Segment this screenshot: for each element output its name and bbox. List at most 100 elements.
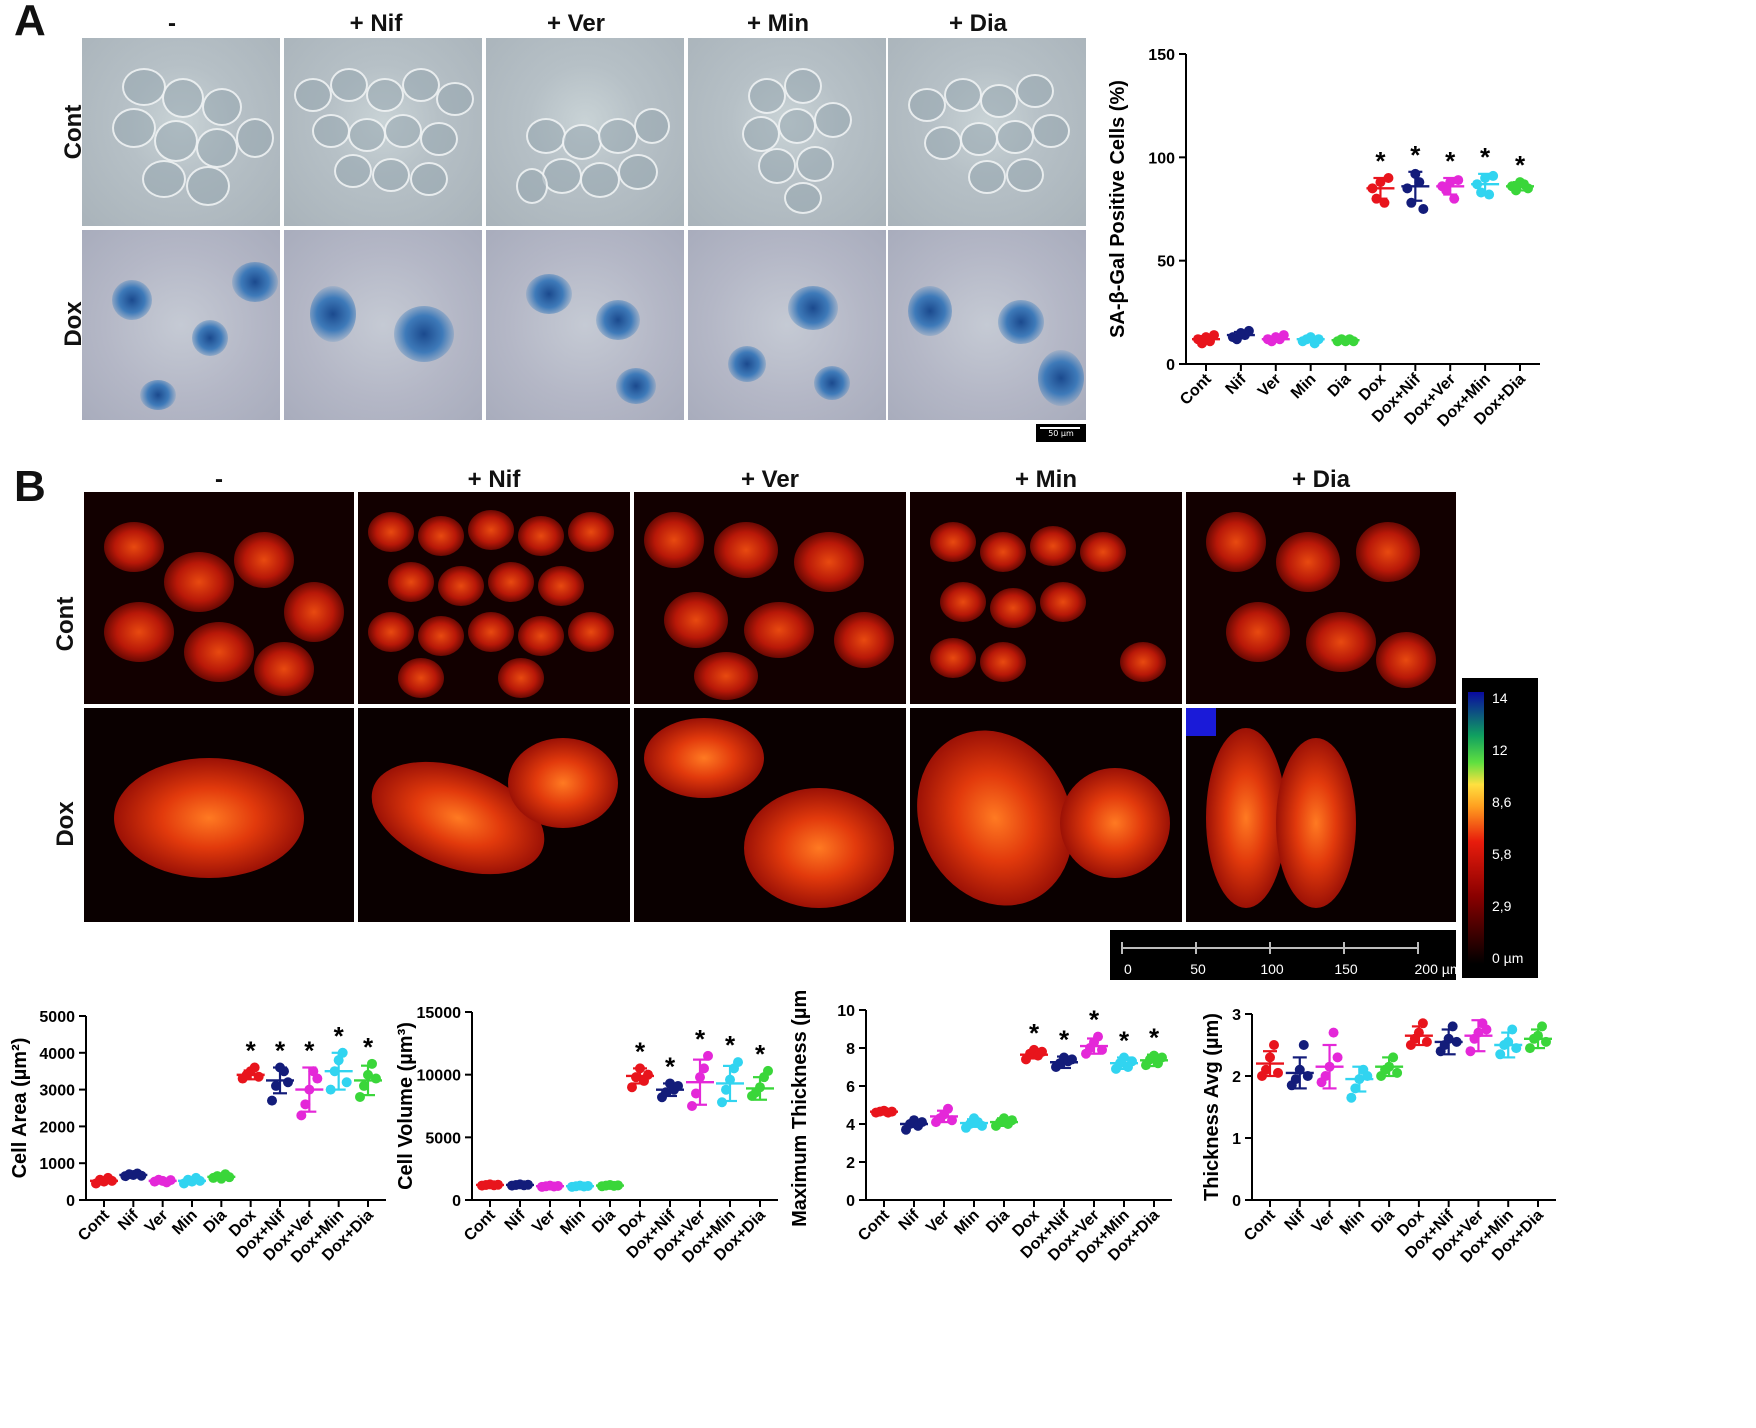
y-axis-label: Maximum Thickness (µm) [789,990,811,1227]
thickness-map-dox-ver [634,708,906,922]
data-point [1541,1036,1551,1047]
y-axis-label: Cell Volume (µm³) [395,1022,417,1190]
data-point [337,1047,348,1058]
significance-mark: * [1375,146,1386,176]
y-tick-label: 2000 [39,1119,75,1136]
x-tick-label: Dia [589,1207,619,1237]
significance-mark: * [1119,1026,1130,1056]
significance-mark: * [363,1032,374,1062]
panel-b-letter: B [14,462,46,511]
data-point [1495,1049,1506,1060]
x-tick-label: Nif [1282,1206,1310,1234]
x-tick-label: Dia [1368,1207,1398,1237]
x-tick-label: Ver [923,1207,953,1237]
data-point [1443,1033,1454,1044]
data-point [1278,330,1289,341]
x-tick-label: Ver [529,1207,559,1237]
y-tick-label: 0 [452,1193,461,1210]
data-point [1367,183,1378,194]
data-point [643,1069,653,1080]
y-tick-label: 5000 [39,1009,75,1026]
scale-bar-background [1110,930,1456,980]
data-point [107,1175,117,1186]
data-point [947,1115,957,1126]
data-point [687,1101,697,1111]
panel-b-col-label: + Min [1014,466,1077,493]
data-point [673,1080,683,1091]
thickness-map-scale-bar: 0 50 100 150 200 µm [1110,930,1456,980]
brightfield-image-dox-min [688,230,886,420]
y-tick-label: 3000 [39,1083,75,1100]
data-point [1511,1043,1522,1054]
y-tick-label: 150 [1148,47,1175,64]
data-point [1473,1027,1484,1038]
panel-b-col-label: - [215,466,223,493]
data-point [695,1072,705,1083]
data-point [1465,1046,1476,1057]
data-point [1441,185,1452,196]
data-point [1503,1036,1514,1047]
data-point [1294,1064,1305,1075]
colorbar-tick-label: 12 [1492,742,1508,758]
data-point [267,1095,277,1106]
colorbar-tick-label: 8,6 [1492,794,1512,810]
significance-mark: * [1059,1025,1070,1055]
colorbar-tick-label: 14 [1492,690,1508,706]
data-point [1348,336,1359,347]
data-point [661,1087,671,1098]
data-point [283,1077,293,1088]
data-point [755,1082,765,1093]
data-point [271,1080,281,1091]
data-point [1261,1064,1271,1075]
data-point [1406,197,1417,208]
panel-b-row-label: Dox [52,801,79,847]
chart-sa-gal: 0 50 100 150 SA-β-Gal Positive Cells (%) Cont… [1107,47,1540,430]
brightfield-image-dox-nif [284,230,482,420]
significance-mark: * [304,1036,315,1066]
data-point [1523,183,1533,194]
x-tick-label: Dia [1325,371,1355,401]
y-tick-label: 100 [1148,150,1175,167]
significance-mark: * [755,1039,766,1069]
data-point [1451,1036,1462,1047]
y-tick-label: 2 [1232,1069,1241,1086]
data-point [1067,1054,1077,1065]
x-tick-label: Min [1337,1207,1368,1238]
thickness-map-cont [84,492,354,704]
x-tick-label: Min [1288,371,1319,402]
thickness-map-cont-dia [1186,492,1456,704]
y-tick-label: 3 [1232,1007,1241,1024]
data-point [1525,1043,1535,1054]
data-point [1384,1061,1395,1072]
data-point [1362,1071,1373,1081]
data-point [1119,1052,1129,1063]
brightfield-image-dox-dia [888,230,1086,420]
scale-bar-tick-label: 150 [1334,961,1358,977]
data-point [1379,197,1390,208]
panel-b-col-label: + Dia [1291,466,1351,493]
significance-mark: * [246,1036,257,1066]
data-point [691,1088,701,1099]
data-point [304,1084,315,1095]
data-point [1392,1067,1403,1078]
x-tick-label: Nif [896,1206,924,1234]
brightfield-image-cont-nif [284,38,482,226]
x-tick-label: Dia [201,1207,231,1237]
x-tick-label: Cont [1177,370,1215,408]
chart-max-thickness: 0 2 4 6 8 10 Maximum Thickness (µm) Cont Nif VerM… [789,990,1172,1266]
data-point [1320,1071,1331,1081]
data-point [1269,1040,1279,1050]
thickness-colorbar: 14 12 8,6 5,8 2,9 0 µm [1462,678,1538,978]
y-tick-label: 10 [837,1003,855,1020]
data-point [721,1084,731,1095]
significance-mark: * [334,1021,345,1051]
thickness-map-cont-ver [634,492,906,704]
data-point [733,1057,743,1068]
data-point [943,1103,953,1114]
colorbar-gradient [1468,692,1484,964]
significance-mark: * [1445,146,1456,176]
data-point [1445,177,1456,188]
data-point [136,1170,147,1181]
y-axis-label: SA-β-Gal Positive Cells (%) [1107,80,1129,338]
